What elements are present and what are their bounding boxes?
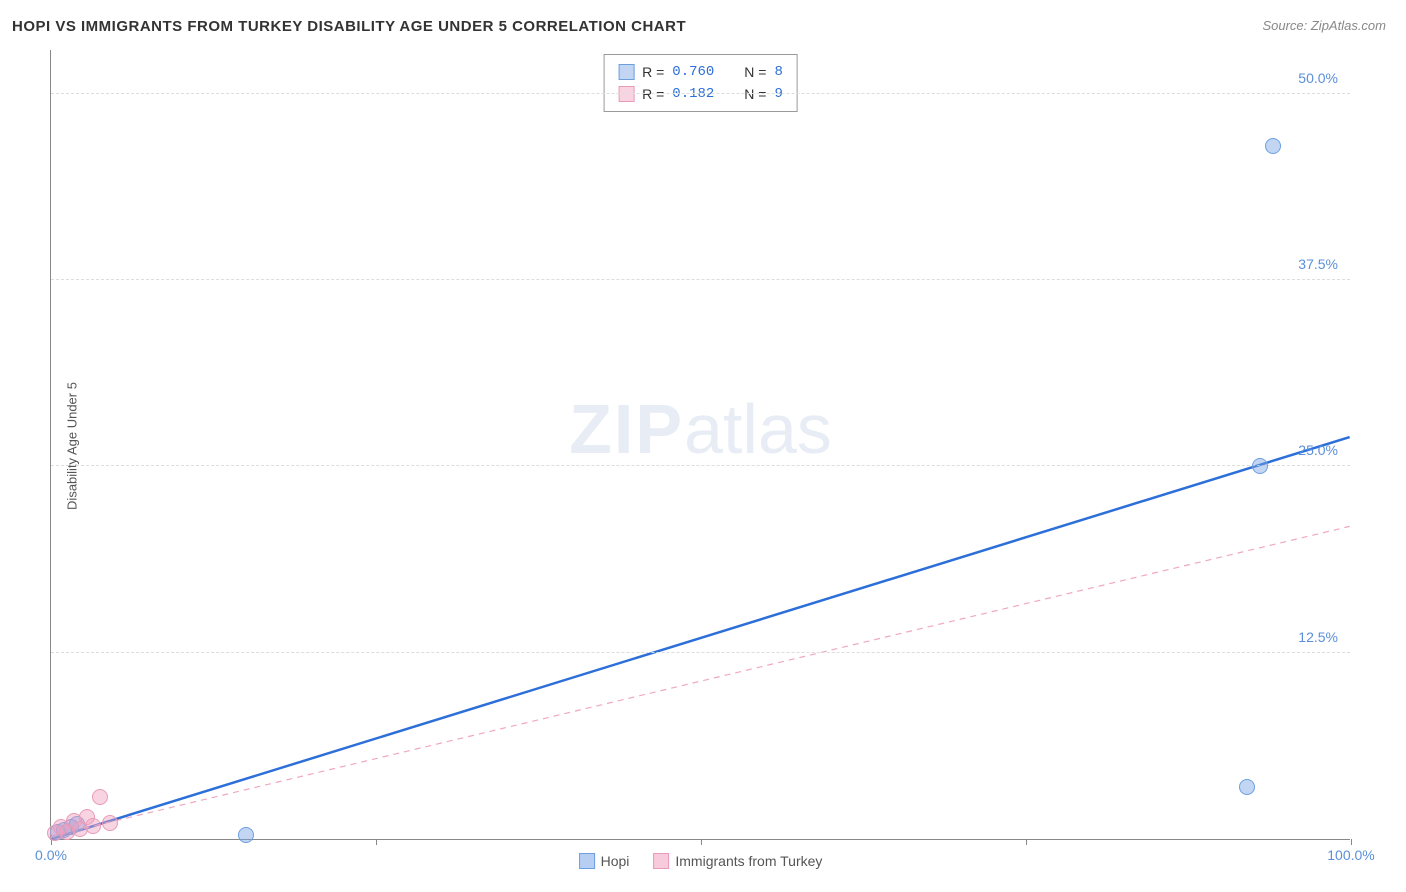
data-point	[1265, 138, 1281, 154]
legend-swatch	[653, 853, 669, 869]
x-tick	[376, 839, 377, 845]
data-point	[238, 827, 254, 843]
gridline-h	[51, 279, 1350, 280]
legend-swatch	[618, 64, 634, 80]
data-point	[85, 818, 101, 834]
x-tick	[1026, 839, 1027, 845]
y-tick-label: 37.5%	[1298, 256, 1338, 272]
data-point	[102, 815, 118, 831]
trend-line	[51, 526, 1349, 836]
legend-swatch	[579, 853, 595, 869]
y-tick-label: 12.5%	[1298, 629, 1338, 645]
trend-line	[51, 437, 1349, 839]
chart-container: HOPI VS IMMIGRANTS FROM TURKEY DISABILIT…	[0, 0, 1406, 892]
series-legend-item: Immigrants from Turkey	[653, 853, 822, 869]
series-legend: Hopi Immigrants from Turkey	[579, 853, 823, 869]
legend-r-value: 0.182	[672, 83, 714, 105]
series-legend-label: Hopi	[601, 853, 630, 869]
legend-swatch	[618, 86, 634, 102]
x-tick-label: 100.0%	[1327, 847, 1374, 863]
y-tick-label: 50.0%	[1298, 70, 1338, 86]
chart-title: HOPI VS IMMIGRANTS FROM TURKEY DISABILIT…	[12, 18, 686, 35]
gridline-h	[51, 465, 1350, 466]
gridline-h	[51, 93, 1350, 94]
source-attribution: Source: ZipAtlas.com	[1262, 18, 1386, 33]
series-legend-item: Hopi	[579, 853, 630, 869]
gridline-h	[51, 652, 1350, 653]
legend-r-value: 0.760	[672, 61, 714, 83]
trend-lines-svg	[51, 50, 1350, 839]
legend-n-value: 8	[774, 61, 782, 83]
legend-r-label: R =	[642, 83, 664, 105]
legend-r-label: R =	[642, 61, 664, 83]
data-point	[92, 789, 108, 805]
data-point	[1252, 458, 1268, 474]
legend-n-label: N =	[744, 83, 766, 105]
legend-row: R = 0.760 N = 8	[618, 61, 783, 83]
source-prefix: Source:	[1262, 18, 1310, 33]
series-legend-label: Immigrants from Turkey	[675, 853, 822, 869]
legend-row: R = 0.182 N = 9	[618, 83, 783, 105]
x-tick	[1351, 839, 1352, 845]
legend-n-label: N =	[744, 61, 766, 83]
correlation-legend: R = 0.760 N = 8 R = 0.182 N = 9	[603, 54, 798, 112]
source-link[interactable]: ZipAtlas.com	[1311, 18, 1386, 33]
x-tick	[701, 839, 702, 845]
data-point	[1239, 779, 1255, 795]
plot-area: ZIPatlas R = 0.760N = 8R = 0.182N = 9 Ho…	[50, 50, 1350, 840]
x-tick-label: 0.0%	[35, 847, 67, 863]
legend-n-value: 9	[774, 83, 782, 105]
y-tick-label: 25.0%	[1298, 442, 1338, 458]
